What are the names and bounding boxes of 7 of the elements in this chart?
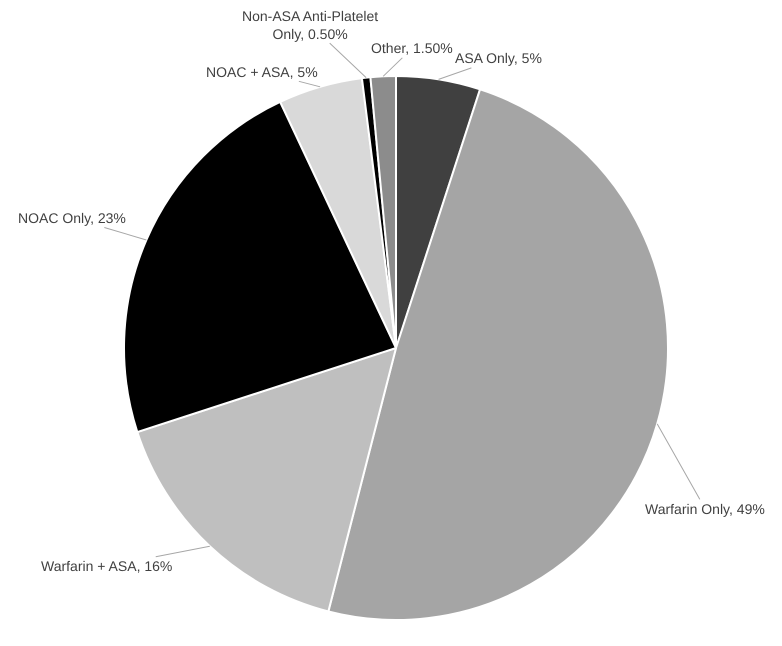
slice-label: NOAC + ASA, 5% [206,64,318,80]
slice-label: Non-ASA Anti-Platelet Only, 0.50% [242,8,378,42]
slice-label: Warfarin + ASA, 16% [41,558,172,574]
slice-label: ASA Only, 5% [455,50,542,66]
slice-label: NOAC Only, 23% [18,210,126,226]
slice-label: Other, 1.50% [371,40,453,56]
slice-label: Warfarin Only, 49% [645,501,765,517]
